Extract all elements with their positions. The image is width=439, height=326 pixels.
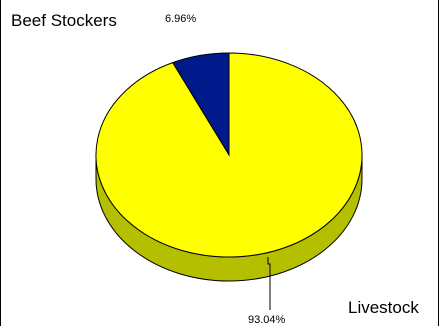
leader-line-livestock (267, 257, 271, 310)
pie-slice-1 (95, 52, 363, 258)
label-beef-stockers: Beef Stockers (11, 11, 117, 30)
data-label-livestock: 93.04% (248, 314, 286, 326)
label-livestock: Livestock (348, 298, 419, 317)
data-label-beef-stockers: 6.96% (165, 13, 196, 25)
left-border-line (0, 0, 1, 326)
